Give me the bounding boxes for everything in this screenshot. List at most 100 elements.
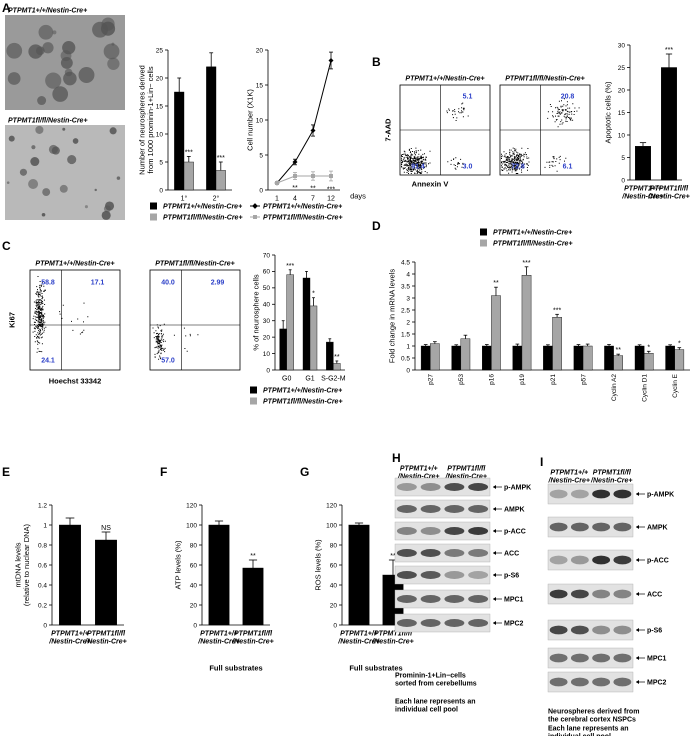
blot-header: PTPMT1+/+/Nestin-Cre+ <box>548 469 590 484</box>
error-bar <box>677 347 682 350</box>
marker <box>275 181 279 185</box>
neurosphere <box>37 96 47 106</box>
legend-label: PTPMT1+/+/Nestin-Cre+ <box>263 387 342 394</box>
blot-band <box>549 653 568 663</box>
image-label: PTPMT1fl/fl/Nestin-Cre+ <box>8 117 88 124</box>
panel-letter: A <box>2 1 11 15</box>
neurosphere <box>94 188 97 192</box>
blot-arrowhead <box>636 592 639 596</box>
quadrant-percent: 3.0 <box>463 163 473 170</box>
blot-strip <box>394 613 491 633</box>
x-tick-label: PTPMT1fl/fl/Nestin-Cre+ <box>647 186 689 201</box>
error-bar <box>248 559 258 568</box>
flow-plot-title: PTPMT1+/+/Nestin-Cre+ <box>35 260 114 267</box>
blot-band <box>592 555 611 565</box>
blot-arrowhead <box>493 573 496 577</box>
x-axis-label: Full substrates <box>349 664 402 673</box>
neurosphere <box>100 21 116 36</box>
quadrant-percent: 40.0 <box>161 279 175 286</box>
significance: ** <box>390 553 396 560</box>
error-bar <box>646 350 651 354</box>
bar <box>665 345 675 371</box>
blot-band <box>396 595 417 603</box>
y-tick-label: 4.5 <box>401 259 410 266</box>
blot-band <box>570 653 589 663</box>
neurosphere <box>64 68 73 77</box>
image-label: PTPMT1+/+/Nestin-Cre+ <box>8 7 87 14</box>
blot-band <box>396 505 417 513</box>
error-bar <box>637 344 642 346</box>
marker <box>329 174 333 178</box>
blot-band <box>468 571 489 579</box>
error-bar <box>209 52 214 67</box>
x-tick-label: PTPMT1+/+/Nestin-Cre+ <box>48 631 90 646</box>
bar <box>333 363 341 371</box>
blot-band <box>613 555 632 565</box>
x-tick-label: p19 <box>519 374 526 385</box>
blot-band <box>570 489 589 499</box>
error-bar <box>665 53 673 68</box>
bar <box>482 345 492 371</box>
error-bar <box>607 344 611 346</box>
blot-band <box>420 549 441 557</box>
neurosphere <box>52 30 57 35</box>
flow-events <box>401 102 469 174</box>
error-bar <box>218 161 223 171</box>
bar <box>302 277 311 371</box>
text-line: PTPMT1+/+ <box>550 469 588 476</box>
blot-band <box>549 589 568 599</box>
y-tick-label: 40 <box>330 582 338 589</box>
error-bar <box>494 286 498 296</box>
significance: ** <box>310 186 316 193</box>
blot-band <box>468 549 489 557</box>
neurosphere <box>41 212 46 217</box>
y-tick-label: 5 <box>621 155 625 162</box>
quadrant-percent: 91.4 <box>411 163 425 170</box>
x-tick-label: Cyclin D1 <box>641 374 648 402</box>
significance: *** <box>217 155 225 162</box>
neurosphere <box>78 67 95 83</box>
neurosphere <box>28 179 39 190</box>
panel-letter: I <box>540 455 543 469</box>
significance: *** <box>665 47 673 54</box>
text-line: Number of neurospheres derived <box>137 65 146 175</box>
blot-band-label: MPC2 <box>647 679 667 686</box>
text-line: PTPMT1+/+ <box>51 631 89 638</box>
blot-strip <box>394 499 491 519</box>
blot-strip <box>547 671 634 693</box>
significance: *** <box>327 186 335 193</box>
bar <box>543 345 553 371</box>
neurosphere <box>7 72 21 85</box>
blot-band <box>420 571 441 579</box>
y-tick-label: 3 <box>406 295 410 302</box>
bar <box>348 524 370 626</box>
error-bar <box>65 517 75 525</box>
text-line: /Nestin-Cre+ <box>647 194 689 201</box>
x-tick-label: PTPMT1+/+/Nestin-Cre+ <box>197 631 239 646</box>
y-tick-label: 120 <box>326 502 337 509</box>
panel-letter: D <box>372 219 381 233</box>
significance: NS <box>101 525 111 532</box>
y-tick-label: 80 <box>330 542 338 549</box>
quadrant-percent: 58.8 <box>41 279 55 286</box>
bar <box>309 305 318 371</box>
bar <box>451 345 462 371</box>
text-line: individual cell pool <box>548 734 611 736</box>
x-tick-label: p53 <box>458 374 465 385</box>
blot-band <box>592 489 611 499</box>
y-tick-label: 100 <box>186 522 197 529</box>
blot-band <box>549 489 568 499</box>
blot-band-label: p-AMPK <box>647 491 674 498</box>
significance: ** <box>334 354 340 361</box>
y-tick-label: 40 <box>190 582 198 589</box>
blot-band <box>549 625 568 635</box>
blot-caption: Neurospheres derived from the cerebral co… <box>548 709 639 724</box>
y-tick-label: 100 <box>326 522 337 529</box>
blot-band <box>613 677 632 687</box>
text-line: /Nestin-Cre+ <box>590 477 632 484</box>
blot-band <box>444 619 465 627</box>
text-line: /Nestin-Cre+ <box>337 639 379 646</box>
text-line: Each lane represents an <box>395 699 476 706</box>
blot-arrowhead <box>493 551 496 555</box>
neurosphere <box>8 135 15 142</box>
